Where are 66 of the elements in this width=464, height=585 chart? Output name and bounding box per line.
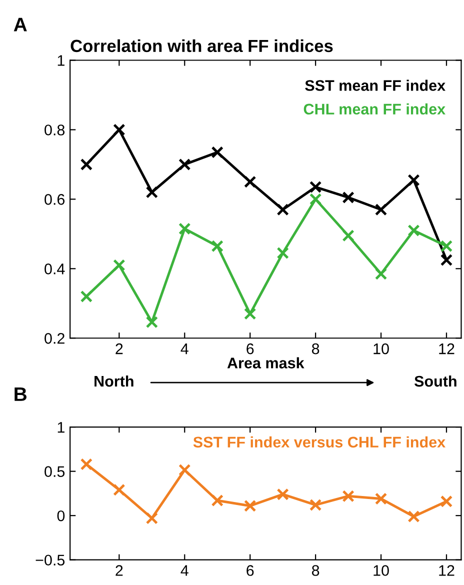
x-tick-label: 10 — [374, 565, 389, 576]
point — [309, 180, 322, 194]
y-tick-label: −0.5 — [36, 554, 65, 566]
point — [342, 191, 354, 204]
x-tick-label: 2 — [116, 565, 123, 576]
point — [374, 492, 388, 505]
point — [178, 158, 191, 171]
x-tick-label: 6 — [246, 565, 254, 576]
legend-label: SST mean FF index — [305, 80, 446, 91]
point — [342, 230, 354, 242]
y-tick-label: 0.4 — [44, 264, 65, 274]
point — [113, 124, 126, 136]
point — [374, 204, 388, 216]
point — [146, 186, 158, 198]
y-tick-label: 1 — [58, 55, 64, 66]
x-tick-label: 10 — [374, 343, 389, 354]
x-tick-label: 8 — [312, 343, 320, 354]
point — [80, 158, 93, 171]
point — [276, 246, 289, 260]
text: South — [414, 375, 456, 387]
y-tick-label: 0.8 — [44, 124, 65, 136]
text: CHL mean FF index — [304, 103, 446, 115]
point — [408, 174, 420, 186]
point — [440, 495, 453, 508]
x-tick-label: 12 — [439, 565, 454, 576]
x-tick-label: 4 — [180, 344, 188, 354]
x-tick-label: 4 — [180, 565, 188, 576]
point — [408, 224, 420, 237]
x-tick-label: 6 — [246, 343, 254, 354]
point — [80, 458, 93, 470]
point — [244, 308, 256, 320]
point — [440, 240, 453, 252]
point — [146, 512, 158, 524]
x-tick-label: 8 — [312, 565, 320, 576]
text: A — [14, 18, 27, 32]
y-tick-label: 0.2 — [44, 333, 64, 344]
point — [342, 490, 354, 502]
point — [276, 488, 289, 500]
point — [440, 254, 453, 266]
y-tick-label: 0.6 — [44, 194, 65, 205]
point — [309, 498, 322, 512]
y-tick-label: 0 — [57, 510, 65, 522]
point — [80, 290, 93, 303]
x-tick-label: 12 — [439, 343, 454, 354]
point — [178, 464, 191, 476]
point — [113, 259, 126, 272]
point — [244, 176, 256, 188]
point — [113, 484, 126, 496]
chart-title: Correlation with area FF indices — [70, 39, 333, 52]
point — [178, 222, 191, 235]
text: North — [94, 375, 134, 387]
point — [211, 240, 224, 252]
point — [244, 500, 256, 512]
y-tick-label: 0.5 — [44, 466, 65, 477]
point — [309, 193, 322, 206]
y-tick-label: 1 — [58, 422, 64, 433]
point — [408, 510, 420, 523]
x-axis-title: Area mask — [227, 357, 304, 368]
point — [211, 494, 224, 507]
point — [276, 204, 289, 216]
text: B — [14, 388, 27, 401]
point — [146, 316, 158, 328]
point — [211, 146, 224, 158]
point — [374, 268, 388, 280]
x-tick-label: 2 — [116, 343, 123, 354]
series-label: SST FF index versus CHL FF index — [193, 436, 446, 448]
